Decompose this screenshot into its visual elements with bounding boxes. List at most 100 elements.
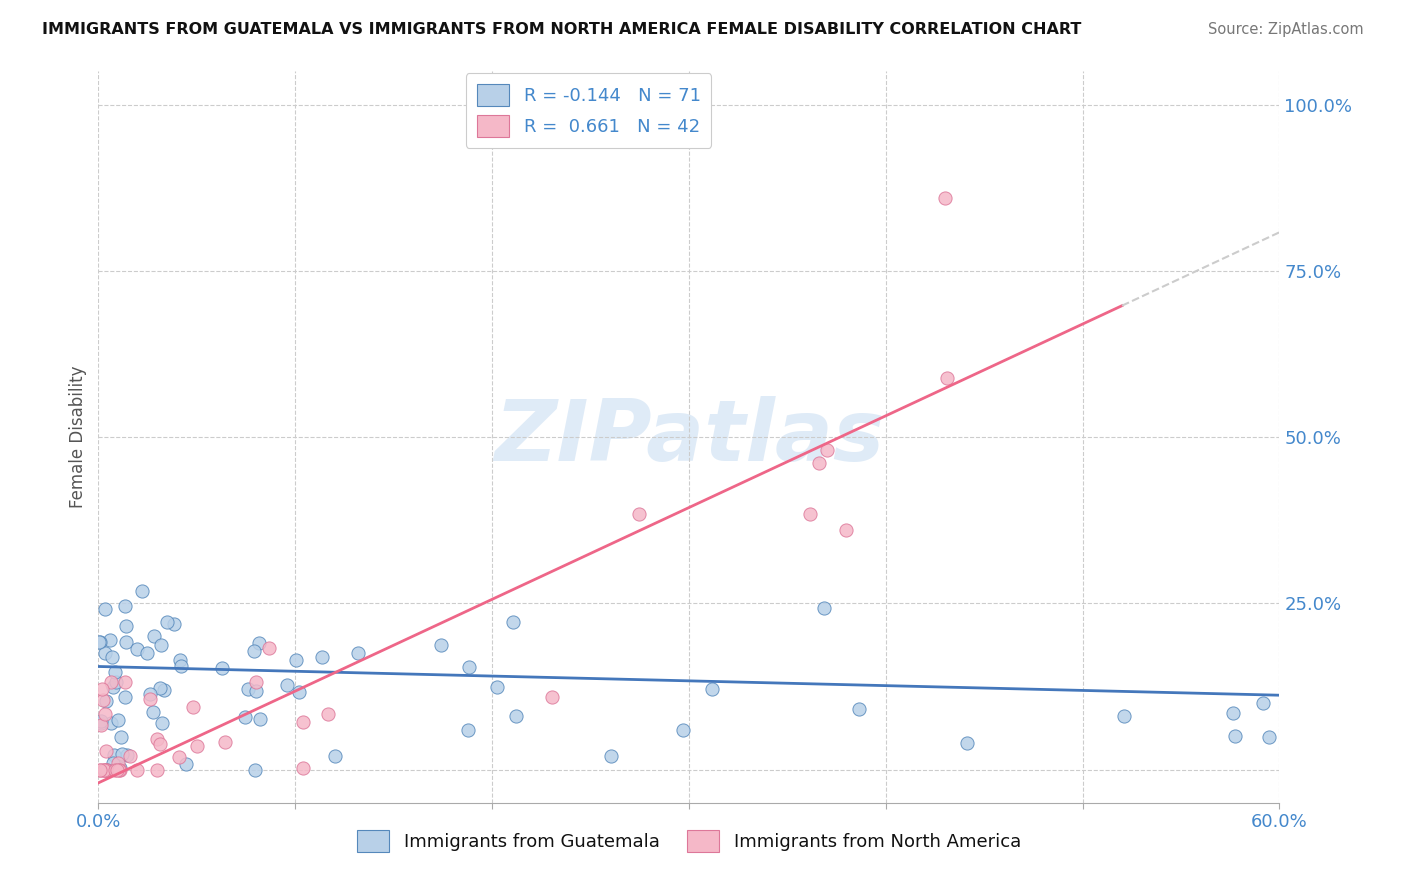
Point (108, 763, 131, 777)
Point (94, 602, 117, 616)
Point (103, 756, 125, 771)
Point (107, 713, 129, 727)
Point (505, 708, 527, 723)
Point (149, 681, 172, 696)
Point (813, 601, 835, 615)
Point (105, 674, 128, 689)
Point (672, 723, 695, 737)
Point (136, 646, 159, 660)
Point (848, 702, 870, 716)
Point (89, 635, 111, 649)
Point (131, 584, 153, 599)
Point (114, 690, 136, 704)
Point (93, 646, 115, 660)
Point (150, 716, 173, 731)
Point (93, 693, 115, 707)
Point (169, 653, 191, 667)
Point (257, 641, 280, 656)
Point (502, 615, 524, 630)
Point (430, 638, 453, 652)
Point (103, 747, 125, 762)
Point (485, 680, 508, 694)
Point (288, 685, 311, 699)
Point (149, 639, 172, 653)
Point (153, 682, 176, 697)
Point (94, 763, 117, 777)
Point (243, 763, 266, 777)
Point (249, 712, 271, 726)
Point (100, 716, 122, 731)
Point (142, 629, 165, 643)
Point (101, 680, 124, 694)
Point (835, 523, 858, 537)
Text: Source: ZipAtlas.com: Source: ZipAtlas.com (1208, 22, 1364, 37)
Point (108, 763, 131, 777)
Point (117, 748, 139, 763)
Point (170, 659, 193, 673)
Point (120, 749, 142, 764)
Point (181, 700, 204, 714)
Point (1258, 731, 1281, 745)
Point (138, 688, 160, 702)
Point (107, 763, 129, 777)
Text: ZIPatlas: ZIPatlas (494, 395, 884, 479)
Point (94, 744, 117, 758)
Point (115, 618, 138, 632)
Point (149, 737, 172, 751)
Point (284, 653, 307, 667)
Point (956, 736, 979, 750)
Point (347, 646, 370, 660)
Point (1251, 696, 1274, 710)
Point (700, 681, 723, 696)
Point (110, 730, 132, 744)
Point (98, 632, 121, 647)
Point (323, 749, 346, 764)
Point (235, 710, 257, 724)
Point (90, 714, 112, 728)
Point (100, 674, 122, 689)
Point (139, 692, 162, 706)
Point (96, 763, 118, 777)
Point (311, 649, 333, 664)
Point (89, 763, 111, 777)
Point (457, 659, 479, 673)
Point (90, 718, 112, 732)
Point (100, 649, 122, 664)
Point (236, 681, 259, 696)
Point (114, 675, 136, 690)
Point (89, 634, 111, 648)
Point (111, 747, 134, 761)
Point (245, 684, 267, 698)
Point (146, 763, 169, 777)
Point (936, 371, 959, 385)
Legend: Immigrants from Guatemala, Immigrants from North America: Immigrants from Guatemala, Immigrants fr… (346, 820, 1032, 863)
Point (211, 661, 233, 675)
Point (1223, 729, 1246, 743)
Point (146, 732, 169, 747)
Point (96, 763, 118, 777)
Point (91, 763, 114, 777)
Point (167, 749, 190, 764)
Point (242, 644, 264, 658)
Point (627, 508, 650, 522)
Point (457, 723, 479, 737)
Point (291, 714, 314, 729)
Point (163, 616, 186, 631)
Point (93, 763, 115, 777)
Point (96, 694, 118, 708)
Point (104, 763, 127, 777)
Point (541, 690, 564, 705)
Point (186, 739, 208, 753)
Y-axis label: Female Disability: Female Disability (69, 366, 87, 508)
Point (125, 763, 148, 777)
Point (214, 735, 236, 749)
Point (276, 678, 298, 692)
Point (247, 635, 270, 649)
Point (316, 707, 339, 722)
Point (94, 763, 117, 777)
Point (93, 706, 115, 721)
Point (291, 761, 314, 775)
Point (815, 443, 838, 458)
Point (90, 716, 112, 731)
Point (934, 191, 956, 205)
